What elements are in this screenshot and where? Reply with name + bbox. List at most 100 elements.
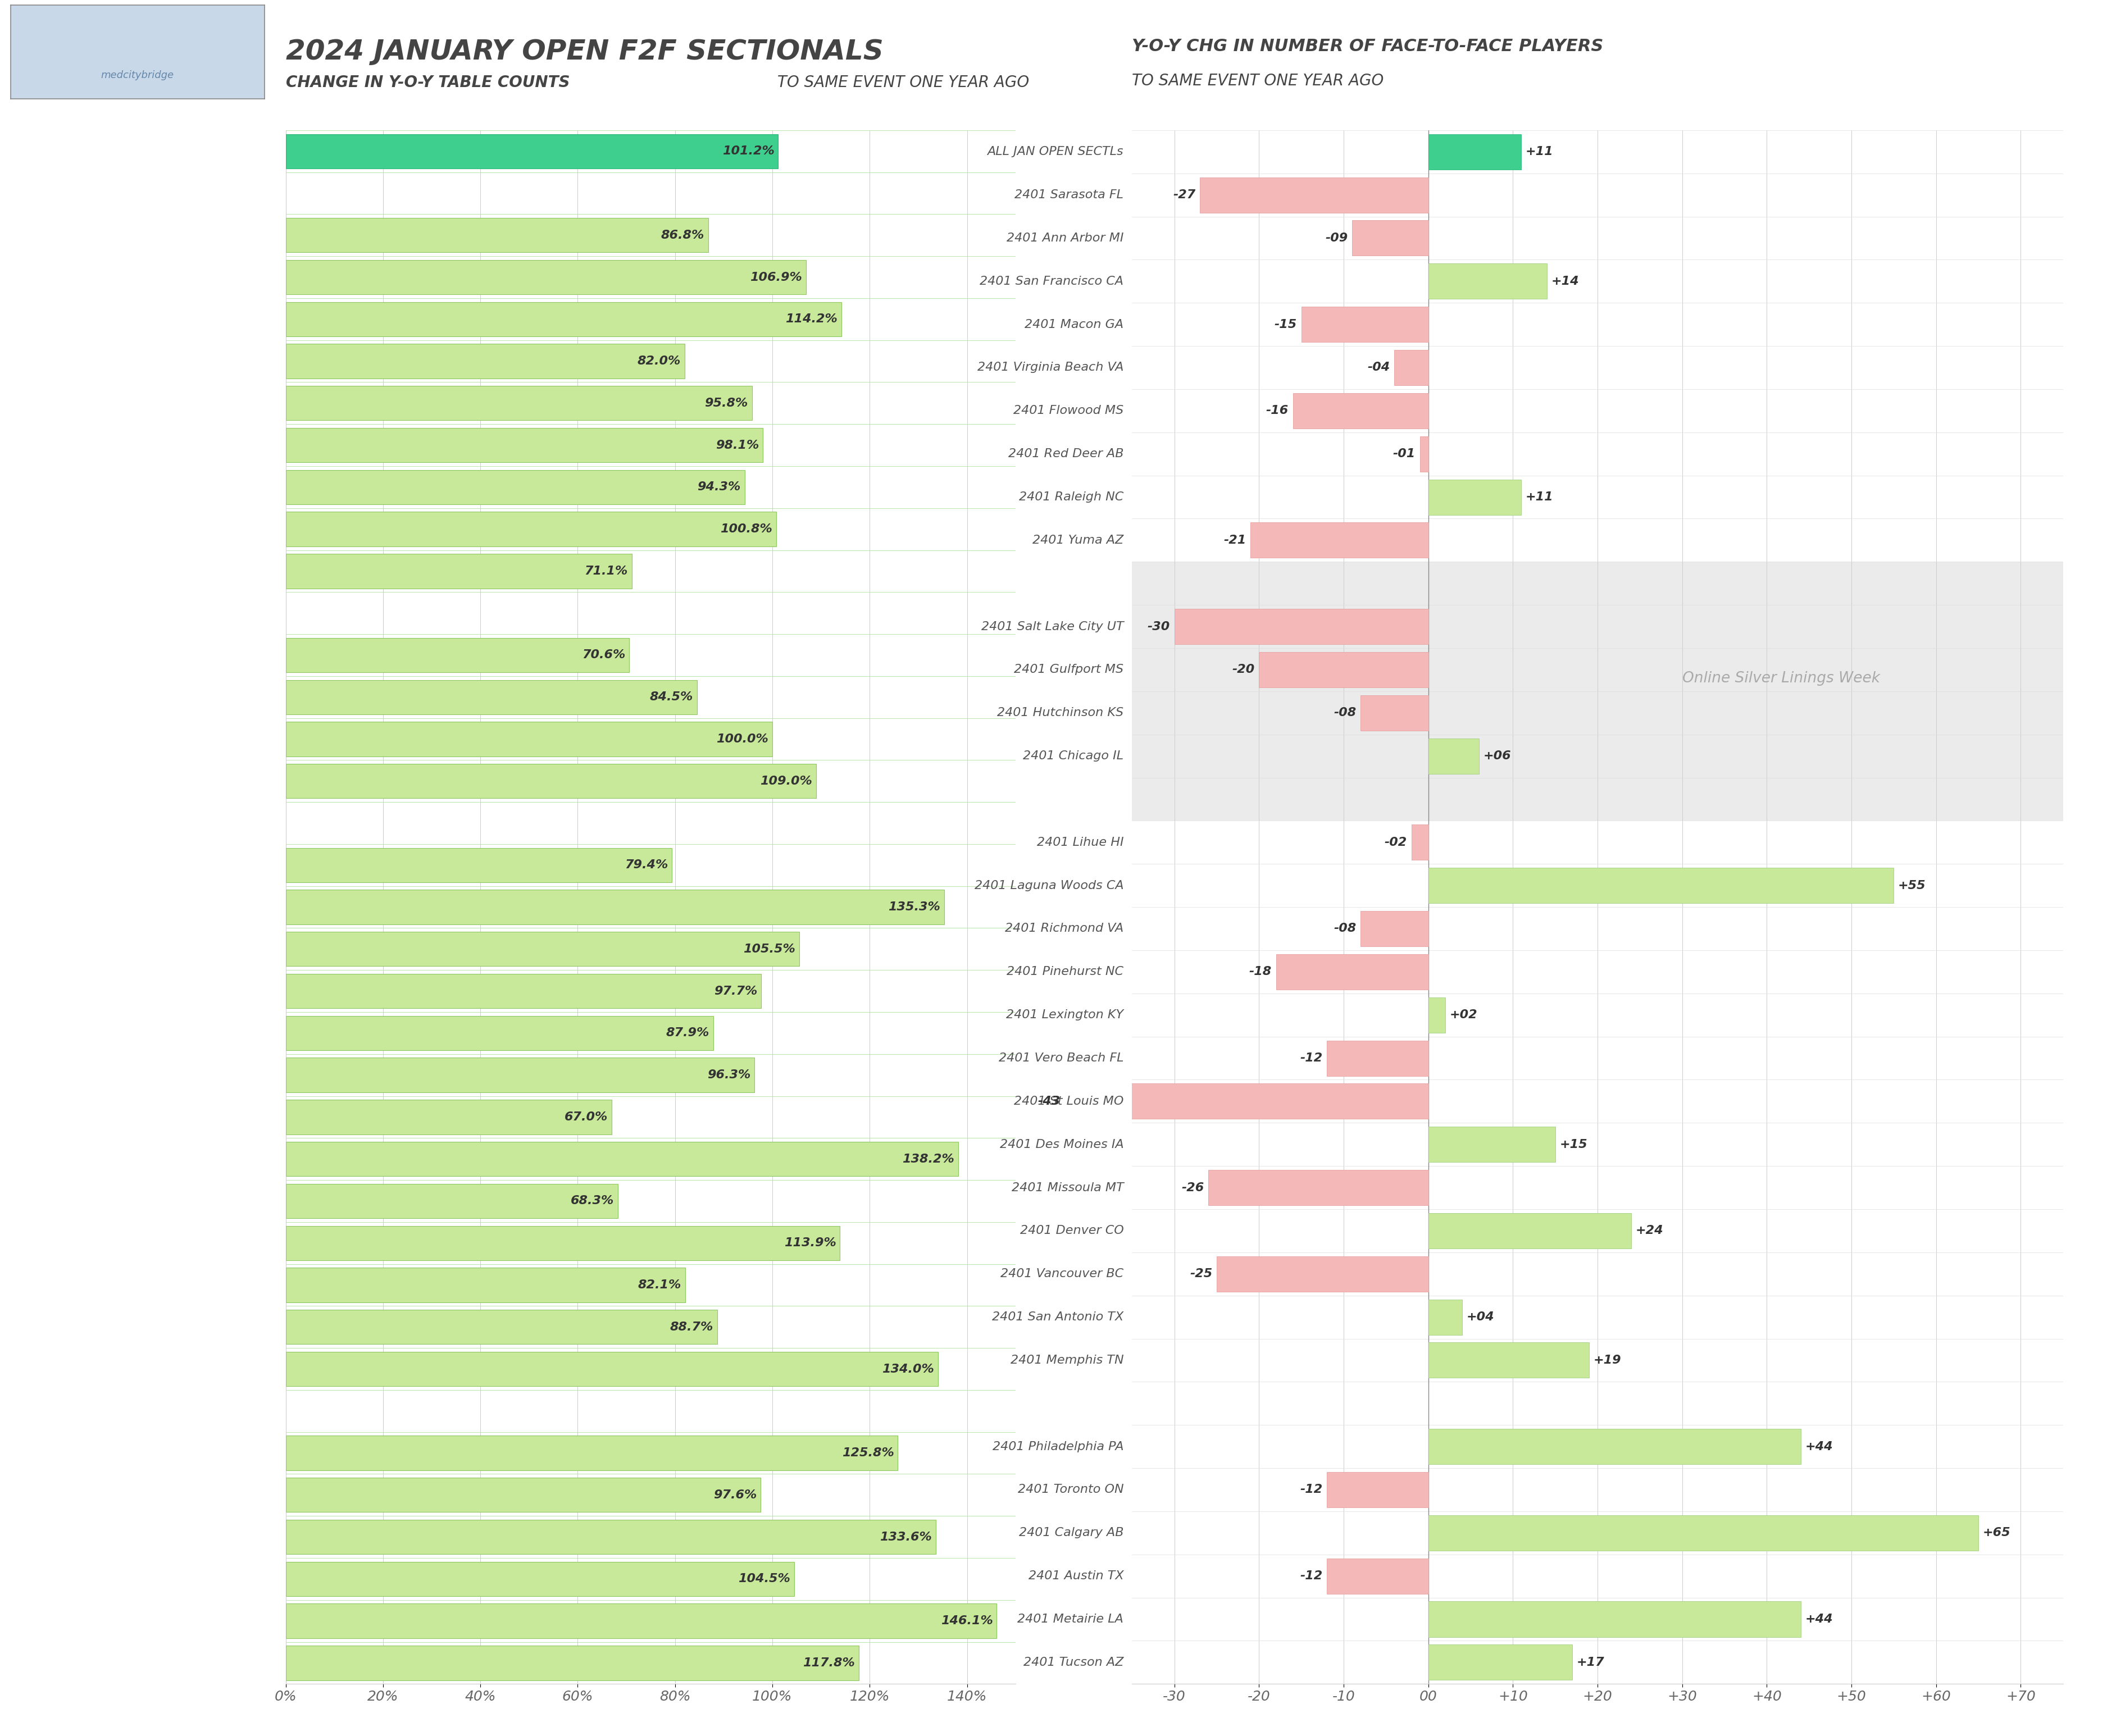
Text: -26: -26 — [1181, 1182, 1204, 1193]
Text: 84.5%: 84.5% — [650, 691, 694, 703]
Bar — [286, 1519, 935, 1554]
Text: -09: -09 — [1325, 233, 1348, 243]
Bar — [1352, 220, 1428, 255]
Text: -08: -08 — [1333, 924, 1356, 934]
Bar — [1132, 562, 2063, 821]
Bar — [286, 1646, 859, 1680]
Text: 109.0%: 109.0% — [760, 776, 813, 786]
Text: 125.8%: 125.8% — [842, 1448, 895, 1458]
Text: 2401 Denver CO: 2401 Denver CO — [1020, 1226, 1124, 1236]
Bar — [286, 847, 673, 882]
Text: -12: -12 — [1299, 1484, 1323, 1495]
Text: 2401 Metairie LA: 2401 Metairie LA — [1018, 1613, 1124, 1625]
Bar — [286, 681, 696, 713]
Text: 2401 Toronto ON: 2401 Toronto ON — [1018, 1484, 1124, 1495]
Text: 2401 Austin TX: 2401 Austin TX — [1028, 1571, 1124, 1581]
Text: 2401 San Francisco CA: 2401 San Francisco CA — [980, 276, 1124, 286]
Text: TO SAME EVENT ONE YEAR AGO: TO SAME EVENT ONE YEAR AGO — [772, 75, 1028, 90]
Bar — [1200, 177, 1428, 212]
Text: +02: +02 — [1449, 1009, 1477, 1021]
Bar — [1361, 911, 1428, 946]
Text: 2401 Des Moines IA: 2401 Des Moines IA — [999, 1139, 1124, 1149]
Bar — [1174, 609, 1428, 644]
Bar — [1428, 1213, 1631, 1248]
Text: 2401 Ann Arbor MI: 2401 Ann Arbor MI — [1007, 233, 1124, 243]
Text: 87.9%: 87.9% — [667, 1028, 709, 1038]
Text: -08: -08 — [1333, 707, 1356, 719]
Text: +19: +19 — [1593, 1354, 1621, 1366]
Bar — [286, 1267, 686, 1302]
Text: 114.2%: 114.2% — [785, 314, 838, 325]
Text: 2401 Virginia Beach VA: 2401 Virginia Beach VA — [978, 363, 1124, 373]
Text: 2401 Flowood MS: 2401 Flowood MS — [1014, 404, 1124, 417]
Bar — [286, 1016, 713, 1050]
Bar — [286, 1057, 753, 1092]
Text: CHANGE IN Y-O-Y TABLE COUNTS: CHANGE IN Y-O-Y TABLE COUNTS — [286, 75, 569, 90]
Text: 68.3%: 68.3% — [571, 1196, 614, 1207]
Text: 138.2%: 138.2% — [901, 1153, 954, 1165]
Text: Online Silver Linings Week: Online Silver Linings Week — [1682, 672, 1879, 686]
Text: 67.0%: 67.0% — [565, 1111, 607, 1123]
Bar — [286, 974, 762, 1009]
Bar — [1428, 1516, 1978, 1550]
Text: 2401 Chicago IL: 2401 Chicago IL — [1022, 750, 1124, 762]
Text: -12: -12 — [1299, 1571, 1323, 1581]
Bar — [1217, 1257, 1428, 1292]
Bar — [286, 385, 751, 420]
Text: 82.0%: 82.0% — [637, 356, 681, 366]
Text: 70.6%: 70.6% — [582, 649, 626, 661]
Bar — [1208, 1170, 1428, 1205]
Bar — [286, 344, 686, 378]
Text: 86.8%: 86.8% — [660, 229, 705, 241]
Text: +06: +06 — [1483, 750, 1511, 762]
Text: 2401 Lihue HI: 2401 Lihue HI — [1037, 837, 1124, 847]
Text: 94.3%: 94.3% — [698, 481, 741, 493]
Text: 97.6%: 97.6% — [713, 1489, 758, 1500]
Bar — [286, 429, 764, 462]
Bar — [1327, 1472, 1428, 1507]
Bar — [286, 637, 628, 672]
Text: 2401 Hutchinson KS: 2401 Hutchinson KS — [997, 707, 1124, 719]
Bar — [1428, 868, 1894, 903]
Bar — [1428, 1644, 1572, 1680]
Text: +44: +44 — [1805, 1441, 1832, 1451]
Text: +55: +55 — [1898, 880, 1926, 891]
Bar — [1361, 694, 1428, 731]
Bar — [286, 512, 777, 547]
Text: 2401 Laguna Woods CA: 2401 Laguna Woods CA — [973, 880, 1124, 891]
Bar — [286, 1604, 997, 1639]
Text: 134.0%: 134.0% — [882, 1363, 933, 1375]
Text: -15: -15 — [1274, 319, 1297, 330]
Bar — [1428, 1429, 1801, 1463]
Text: -30: -30 — [1147, 621, 1170, 632]
Bar — [1064, 1083, 1428, 1120]
Bar — [286, 1352, 937, 1385]
Bar — [286, 1101, 612, 1134]
Bar — [286, 219, 709, 252]
Text: 2401 St Louis MO: 2401 St Louis MO — [1014, 1095, 1124, 1108]
Text: 105.5%: 105.5% — [743, 943, 796, 955]
Text: 101.2%: 101.2% — [722, 146, 774, 156]
Bar — [286, 260, 806, 295]
Bar — [286, 1562, 794, 1595]
Text: 135.3%: 135.3% — [889, 901, 940, 913]
Text: 2401 Philadelphia PA: 2401 Philadelphia PA — [992, 1441, 1124, 1451]
Text: -25: -25 — [1189, 1269, 1212, 1279]
Text: +15: +15 — [1559, 1139, 1587, 1149]
Text: +24: +24 — [1636, 1226, 1663, 1236]
Text: +17: +17 — [1576, 1656, 1604, 1668]
Bar — [286, 722, 772, 757]
Text: 2401 Sarasota FL: 2401 Sarasota FL — [1016, 189, 1124, 201]
Bar — [1428, 1602, 1801, 1637]
Text: 2401 Memphis TN: 2401 Memphis TN — [1009, 1354, 1124, 1366]
Text: 88.7%: 88.7% — [671, 1321, 713, 1333]
Bar — [286, 1184, 618, 1219]
Text: 2401 Salt Lake City UT: 2401 Salt Lake City UT — [982, 621, 1124, 632]
Text: -20: -20 — [1232, 665, 1255, 675]
Text: +14: +14 — [1551, 276, 1579, 286]
Text: -21: -21 — [1223, 535, 1246, 545]
Bar — [286, 1477, 760, 1512]
Text: +65: +65 — [1983, 1528, 2010, 1538]
Bar — [1327, 1559, 1428, 1594]
Bar — [286, 302, 842, 337]
